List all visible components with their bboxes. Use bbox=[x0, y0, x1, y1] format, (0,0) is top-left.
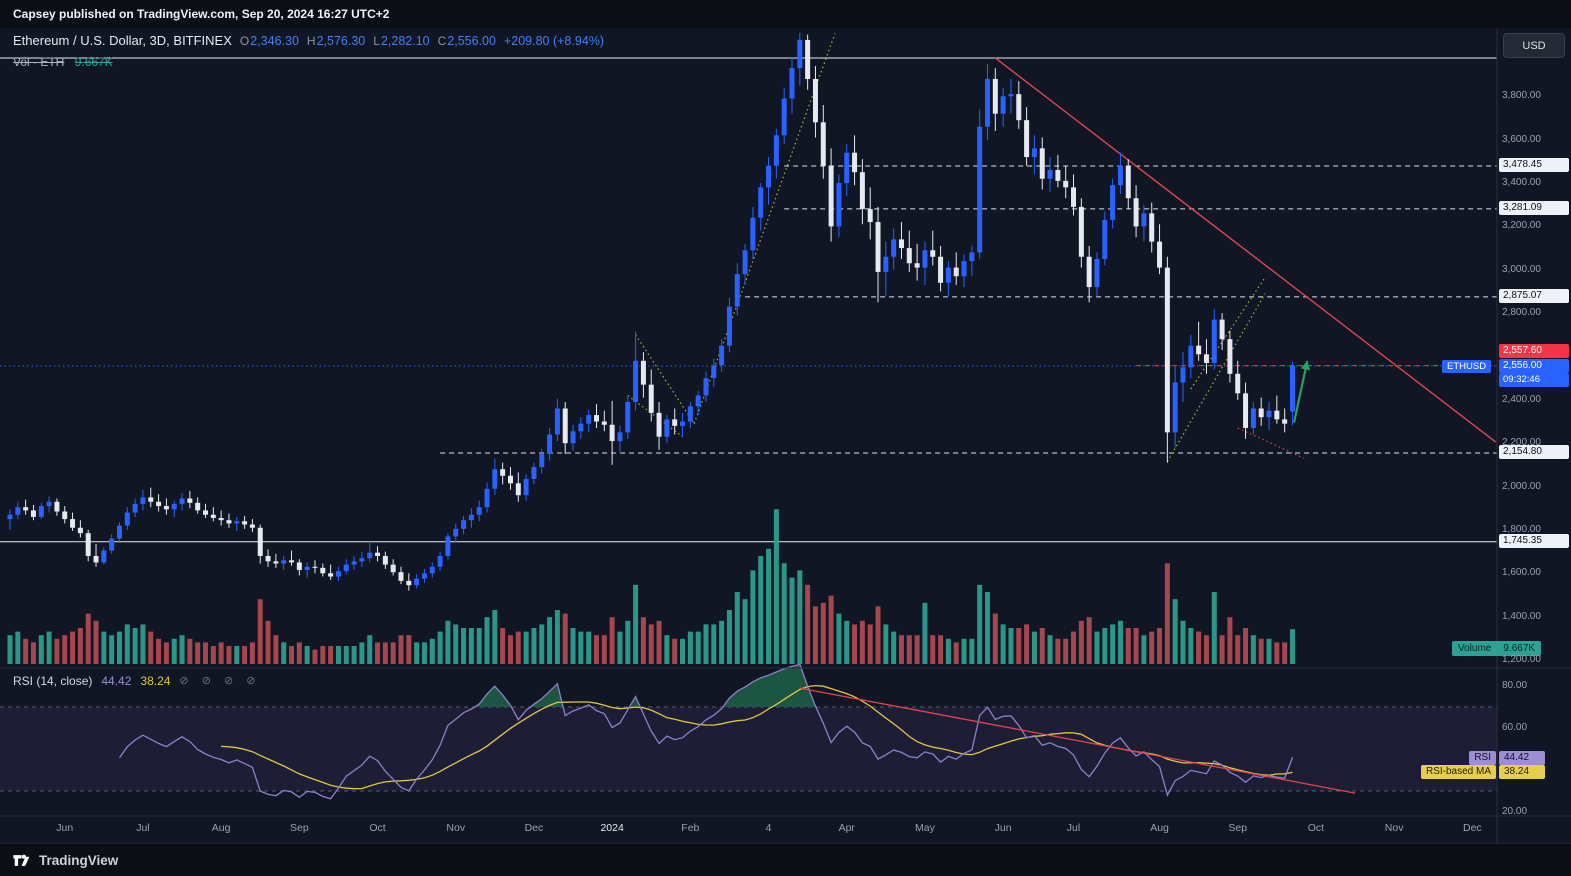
price-axis[interactable] bbox=[1497, 28, 1571, 816]
currency-unit-button[interactable]: USD bbox=[1503, 33, 1565, 58]
trendline[interactable] bbox=[693, 33, 836, 424]
trendline[interactable] bbox=[1166, 293, 1266, 462]
time-axis[interactable] bbox=[0, 816, 1497, 844]
brand-bar: TradingView bbox=[0, 844, 1571, 876]
up-arrow[interactable] bbox=[1292, 360, 1309, 423]
rsi-band bbox=[0, 707, 1497, 791]
rsi-overbought-fill bbox=[629, 696, 641, 707]
rsi-line[interactable] bbox=[118, 663, 1294, 800]
rsi-overbought-fill bbox=[474, 686, 512, 707]
rsi-trendline[interactable] bbox=[799, 687, 1356, 794]
chart-plot-area[interactable] bbox=[0, 28, 1497, 816]
volume-series[interactable] bbox=[7, 509, 1295, 664]
published-bar-text: Capsey published on TradingView.com, Sep… bbox=[13, 7, 390, 21]
candles-series[interactable] bbox=[7, 32, 1295, 591]
brand-name[interactable]: TradingView bbox=[39, 852, 119, 868]
published-bar: Capsey published on TradingView.com, Sep… bbox=[0, 0, 1571, 28]
trendline[interactable] bbox=[1237, 427, 1305, 459]
rsi-overbought-fill bbox=[722, 664, 816, 707]
tradingview-logo-icon bbox=[13, 854, 30, 866]
up-arrow-head bbox=[1300, 360, 1311, 371]
trendline[interactable] bbox=[994, 57, 1497, 443]
tradingview-logo[interactable] bbox=[12, 851, 31, 870]
